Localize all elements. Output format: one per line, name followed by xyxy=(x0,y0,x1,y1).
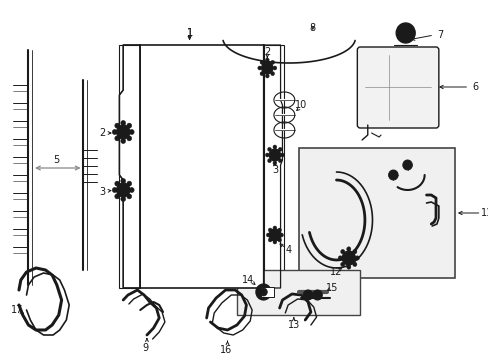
Circle shape xyxy=(338,256,342,260)
Circle shape xyxy=(257,66,261,70)
Circle shape xyxy=(260,72,264,76)
Text: 8: 8 xyxy=(309,23,315,33)
Text: 9: 9 xyxy=(142,343,148,353)
Circle shape xyxy=(129,130,134,135)
Circle shape xyxy=(266,233,269,237)
Circle shape xyxy=(268,149,280,161)
Circle shape xyxy=(352,262,356,266)
Circle shape xyxy=(395,23,414,43)
Circle shape xyxy=(352,249,356,254)
Circle shape xyxy=(265,153,268,157)
Circle shape xyxy=(346,247,350,251)
Text: 4: 4 xyxy=(285,245,291,255)
Circle shape xyxy=(260,60,264,64)
Circle shape xyxy=(268,228,271,232)
Text: 6: 6 xyxy=(472,82,478,92)
Circle shape xyxy=(112,188,117,193)
Circle shape xyxy=(126,123,131,128)
Circle shape xyxy=(115,123,119,128)
Circle shape xyxy=(402,160,411,170)
Text: 3: 3 xyxy=(99,187,105,197)
Text: 11: 11 xyxy=(480,208,488,218)
Text: 16: 16 xyxy=(219,345,231,355)
Circle shape xyxy=(121,179,125,184)
Circle shape xyxy=(270,60,274,64)
FancyBboxPatch shape xyxy=(357,47,438,128)
Circle shape xyxy=(112,130,117,135)
Circle shape xyxy=(346,265,350,269)
Circle shape xyxy=(340,262,344,266)
Circle shape xyxy=(115,194,119,199)
Circle shape xyxy=(126,136,131,141)
Text: 3: 3 xyxy=(272,165,278,175)
Circle shape xyxy=(277,228,281,232)
Circle shape xyxy=(279,233,283,237)
Circle shape xyxy=(115,181,119,186)
Circle shape xyxy=(116,125,130,139)
Text: 15: 15 xyxy=(325,283,337,293)
Circle shape xyxy=(278,147,282,151)
Circle shape xyxy=(312,290,322,300)
Circle shape xyxy=(126,181,131,186)
Circle shape xyxy=(272,145,276,149)
Circle shape xyxy=(268,238,271,242)
Circle shape xyxy=(126,194,131,199)
Circle shape xyxy=(121,139,125,144)
Circle shape xyxy=(340,249,344,254)
Circle shape xyxy=(388,170,397,180)
Bar xyxy=(140,45,263,288)
Circle shape xyxy=(121,197,125,202)
Bar xyxy=(260,287,273,297)
Circle shape xyxy=(270,72,274,76)
Bar xyxy=(237,270,360,315)
Circle shape xyxy=(303,290,312,300)
Circle shape xyxy=(267,159,271,163)
Text: 13: 13 xyxy=(287,320,299,330)
Text: 2: 2 xyxy=(99,128,105,138)
Circle shape xyxy=(265,58,268,62)
Circle shape xyxy=(115,136,119,141)
Circle shape xyxy=(265,74,268,78)
Bar xyxy=(119,45,140,288)
Text: 12: 12 xyxy=(329,267,342,277)
Circle shape xyxy=(255,284,270,300)
Bar xyxy=(298,148,454,278)
Text: 14: 14 xyxy=(242,275,254,285)
Text: 7: 7 xyxy=(437,30,443,40)
Circle shape xyxy=(272,161,276,165)
Text: 2: 2 xyxy=(264,47,270,57)
Text: 5: 5 xyxy=(53,155,59,165)
Circle shape xyxy=(272,66,276,70)
Circle shape xyxy=(116,183,130,197)
Bar xyxy=(263,45,284,288)
Text: 17: 17 xyxy=(11,305,23,315)
Circle shape xyxy=(267,147,271,151)
Circle shape xyxy=(277,238,281,242)
Circle shape xyxy=(354,256,359,260)
Circle shape xyxy=(272,240,276,244)
Text: 1: 1 xyxy=(186,28,192,38)
Circle shape xyxy=(272,226,276,230)
Text: 1: 1 xyxy=(186,28,192,38)
Circle shape xyxy=(278,159,282,163)
Circle shape xyxy=(268,229,280,241)
Text: 10: 10 xyxy=(295,100,307,110)
Circle shape xyxy=(121,121,125,126)
Circle shape xyxy=(129,188,134,193)
Circle shape xyxy=(342,251,355,265)
Circle shape xyxy=(259,288,267,296)
Circle shape xyxy=(280,153,284,157)
Circle shape xyxy=(261,62,272,74)
